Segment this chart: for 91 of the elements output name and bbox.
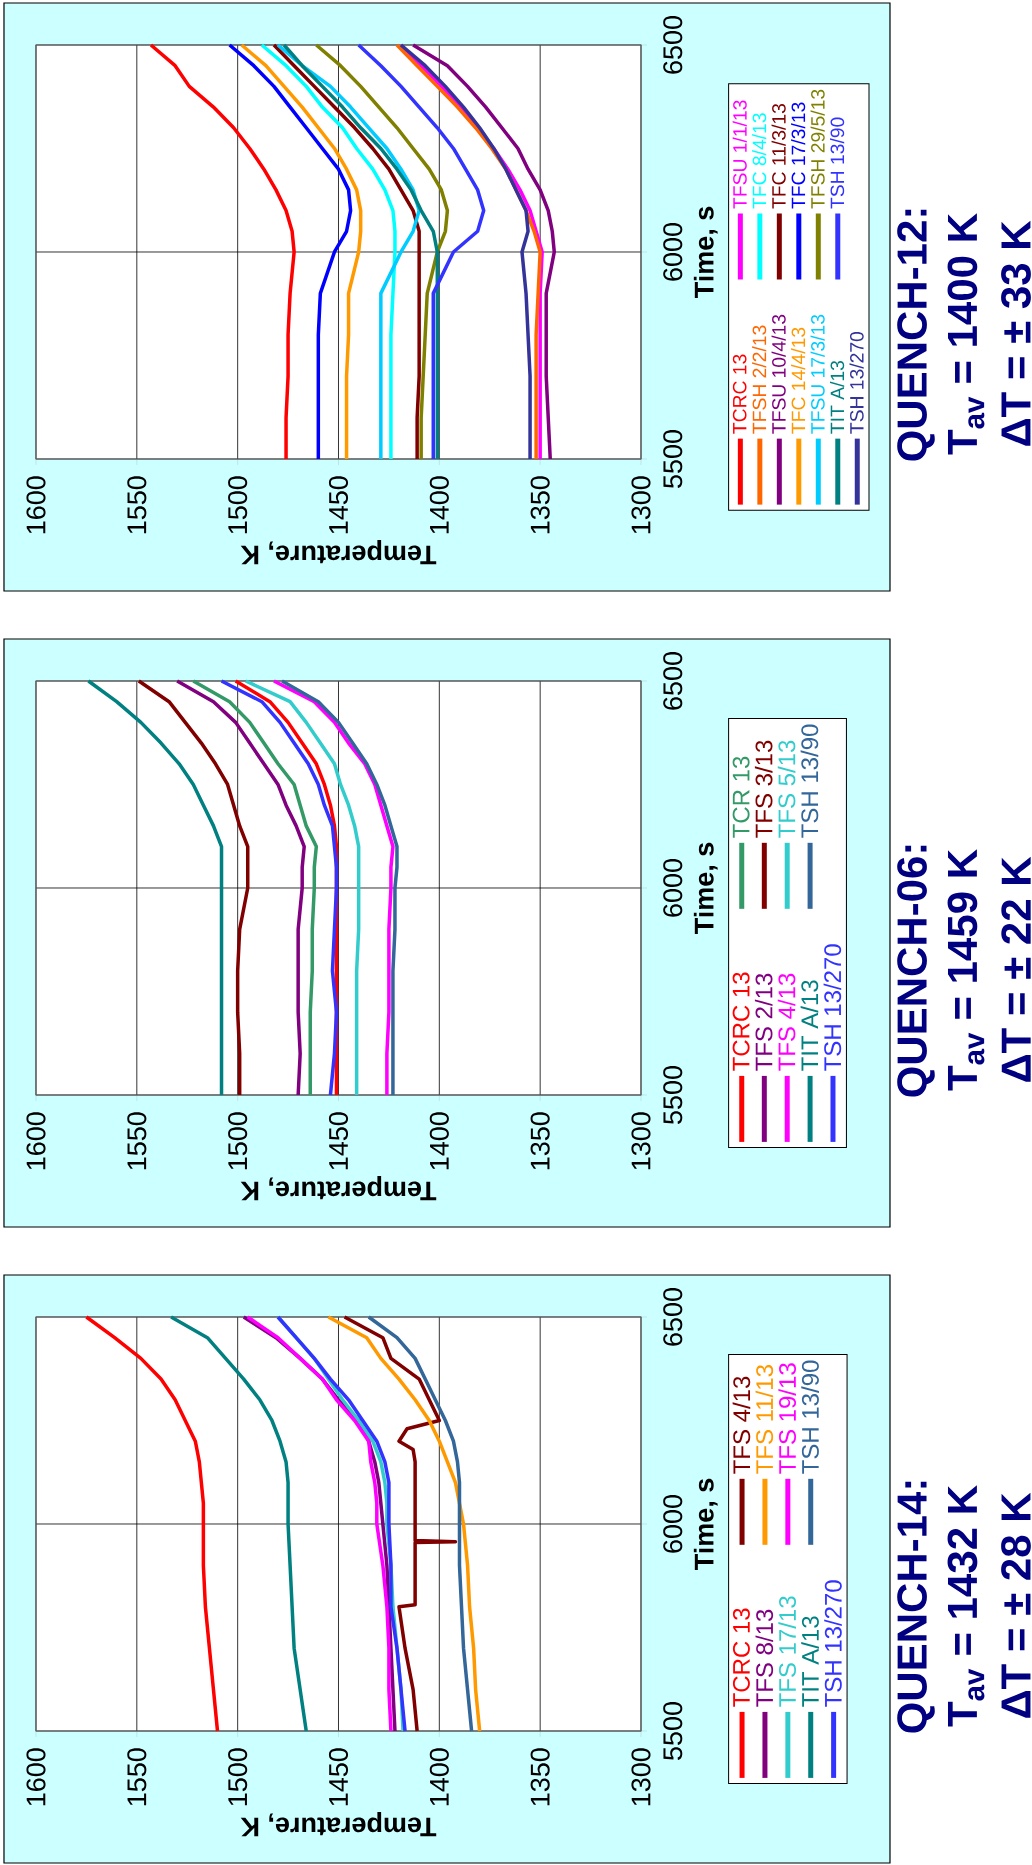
x-tick-label: 1300	[631, 1112, 651, 1170]
text: TIT A/13	[800, 980, 819, 1071]
x-tick-label: 1400	[429, 1748, 449, 1806]
text: TCR 13	[732, 756, 750, 838]
y-axis-title: Time, s	[693, 842, 718, 934]
y-tick-label: 6500	[663, 16, 683, 74]
text: ΔT = ± 28 K	[1001, 1492, 1031, 1718]
text: TSH 13/90	[830, 117, 845, 209]
text: TSH 13/270	[824, 1580, 842, 1707]
x-tick-label: 1350	[530, 476, 550, 534]
line-series	[326, 1315, 482, 1733]
text: TSH 13/270	[823, 944, 842, 1071]
x-tick-label: 1600	[26, 476, 46, 534]
x-tick-label: 1350	[530, 1112, 550, 1170]
text: T$_{av}$ = 1459 K	[947, 849, 985, 1091]
text: TCRC 13	[732, 1608, 750, 1707]
x-tick-label: 1300	[631, 476, 651, 534]
y-tick-label: 6000	[663, 1495, 683, 1553]
text: TFSH 29/5/13	[810, 89, 825, 209]
x-tick-label: 1400	[429, 1112, 449, 1170]
text: ΔT = ± 33 K	[1001, 220, 1031, 446]
text: TFC 17/3/13	[791, 102, 806, 209]
x-tick-label: 1600	[26, 1748, 46, 1806]
text: TIT A/13	[801, 1616, 819, 1707]
x-axis-title: Temperature, K	[240, 1176, 437, 1201]
text: TFS 4/13	[777, 973, 796, 1071]
y-tick-label: 6500	[663, 652, 683, 710]
text: TFS 11/13	[755, 1365, 774, 1474]
text: QUENCH-06:	[897, 845, 935, 1097]
line-series	[411, 43, 557, 461]
line-series	[243, 679, 361, 1097]
text: QUENCH-12:	[897, 209, 935, 461]
x-tick-label: 1550	[127, 1748, 147, 1806]
text: TFC 8/4/13	[752, 113, 767, 209]
line-series	[175, 679, 306, 1097]
line-series	[137, 679, 250, 1097]
text: TFS 3/13	[754, 740, 773, 838]
text: TFS 8/13	[755, 1609, 774, 1707]
x-tick-label: 1450	[328, 1112, 349, 1170]
text: TCRC 13	[732, 972, 750, 1071]
y-tick-label: 6500	[663, 1288, 683, 1346]
line-series	[227, 43, 353, 461]
text: ΔT = ± 22 K	[1001, 856, 1031, 1082]
x-tick-label: 1500	[228, 1748, 248, 1806]
line-series	[239, 43, 363, 461]
line-series	[260, 43, 397, 461]
x-tick-label: 1500	[228, 1112, 248, 1170]
text: TFSH 2/2/13	[752, 325, 767, 434]
x-tick-label: 1550	[127, 476, 147, 534]
line-series	[282, 43, 440, 461]
text: TFSU 17/3/13	[810, 314, 825, 434]
y-tick-label: 6000	[663, 859, 683, 917]
text: TFSU 10/4/13	[771, 314, 786, 434]
x-axis-title: Temperature, K	[240, 1812, 437, 1837]
x-tick-label: 1450	[328, 1748, 349, 1806]
text: TFS 5/13	[777, 740, 796, 838]
y-tick-label: 5500	[663, 1066, 683, 1124]
text: T$_{av}$ = 1432 K	[947, 1485, 985, 1727]
text: TFS 4/13	[732, 1376, 751, 1474]
text: T$_{av}$ = 1400 K	[947, 213, 985, 455]
text: TFS 19/13	[778, 1363, 797, 1474]
line-series	[149, 43, 296, 461]
x-axis-title: Temperature, K	[240, 540, 437, 565]
x-tick-label: 1500	[228, 476, 248, 534]
line-series	[356, 43, 486, 461]
x-tick-label: 1600	[26, 1112, 46, 1170]
text: TSH 13/270	[849, 331, 864, 434]
line-series	[86, 679, 224, 1097]
x-tick-label: 1550	[127, 1112, 147, 1170]
text: TFS 17/13	[778, 1596, 797, 1707]
text: TFSU 1/1/13	[732, 100, 747, 209]
line-series	[342, 1315, 458, 1733]
x-tick-label: 1450	[328, 476, 349, 534]
line-series	[314, 43, 450, 461]
line-series	[191, 679, 319, 1097]
y-axis-title: Time, s	[693, 1478, 718, 1570]
text: TFC 11/3/13	[771, 103, 786, 209]
text: TCRC 13	[732, 354, 747, 434]
text: TFS 2/13	[754, 973, 773, 1071]
y-tick-label: 5500	[663, 1702, 683, 1760]
text: TIT A/13	[830, 360, 845, 434]
text: QUENCH-14:	[897, 1481, 935, 1733]
x-tick-label: 1400	[429, 476, 449, 534]
x-tick-label: 1350	[530, 1748, 550, 1806]
text: TSH 13/90	[800, 724, 819, 838]
text: TFC 14/4/13	[791, 327, 806, 434]
text: TSH 13/90	[801, 1360, 819, 1474]
y-axis-title: Time, s	[693, 206, 718, 298]
x-tick-label: 1300	[631, 1748, 651, 1806]
y-tick-label: 5500	[663, 430, 683, 488]
y-tick-label: 6000	[663, 223, 683, 281]
